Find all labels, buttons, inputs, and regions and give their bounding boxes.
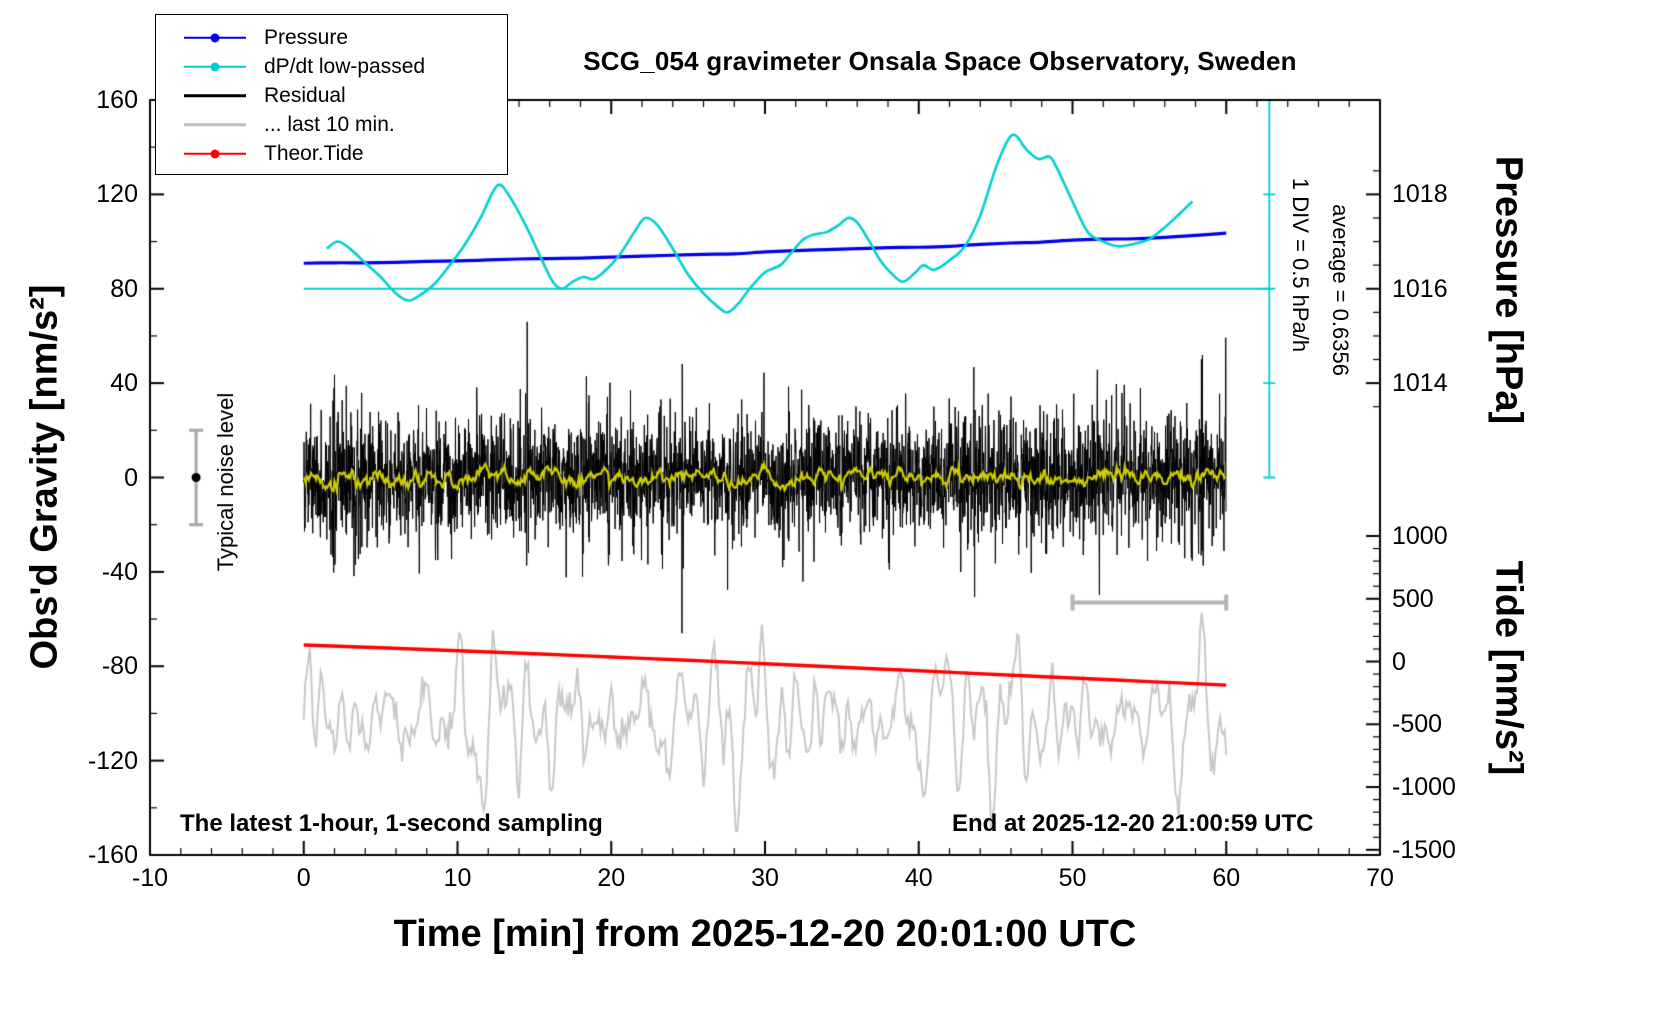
- legend-line-sample: [184, 86, 246, 106]
- annotation-average: average = 0.6356: [1328, 204, 1353, 376]
- gravity-tick-label: 80: [110, 274, 138, 303]
- pressure-tick-label: 1016: [1392, 274, 1448, 303]
- x-tick-label: 40: [904, 864, 933, 892]
- legend-item-label: ... last 10 min.: [264, 112, 395, 136]
- x-tick-label: -10: [131, 864, 169, 892]
- legend-item-last-10-min: ... last 10 min.: [184, 110, 507, 139]
- gravity-tick-label: 0: [124, 463, 138, 492]
- legend-line-sample: [184, 28, 246, 48]
- x-tick-label: 70: [1366, 864, 1394, 892]
- legend-dot: [210, 33, 220, 42]
- legend-item-label: Theor.Tide: [264, 141, 364, 165]
- pressure-tick-label: 1018: [1392, 180, 1448, 209]
- tide-tick-label: -1000: [1392, 773, 1456, 802]
- x-tick-label: 10: [443, 864, 472, 892]
- legend-item-residual: Residual: [184, 81, 507, 110]
- annotation-noise-level: Typical noise level: [213, 392, 238, 572]
- sampling-note: The latest 1-hour, 1-second sampling: [180, 810, 603, 837]
- x-tick-label: 20: [597, 864, 626, 892]
- tide-tick-label: -500: [1392, 710, 1443, 739]
- gravity-tick-label: 40: [110, 369, 138, 398]
- legend-item-label: Pressure: [264, 25, 349, 49]
- gravity-tick-label: -80: [101, 652, 138, 681]
- tide-tick-label: 1000: [1392, 522, 1448, 550]
- legend-item-dp-dt-low-passed: dP/dt low-passed: [184, 52, 507, 81]
- legend-item-pressure: Pressure: [184, 23, 507, 52]
- tide-tick-label: 0: [1392, 647, 1406, 676]
- tide-tick-label: 500: [1392, 584, 1434, 613]
- legend-item-label: Residual: [264, 83, 346, 107]
- x-tick-label: 60: [1212, 864, 1241, 892]
- x-tick-label: 50: [1058, 864, 1087, 892]
- end-time-note: End at 2025-12-20 21:00:59 UTC: [952, 810, 1314, 837]
- gravity-tick-label: -120: [87, 746, 138, 775]
- legend-line-sample: [184, 115, 246, 135]
- legend: Pressure dP/dt low-passed Residual ... last…: [155, 14, 508, 175]
- pressure-tick-label: 1014: [1392, 369, 1448, 398]
- gravity-tick-label: -40: [101, 557, 138, 586]
- legend-line-sample: [184, 144, 246, 164]
- legend-dot: [210, 149, 220, 158]
- legend-item-theor-tide: Theor.Tide: [184, 139, 507, 168]
- x-tick-label: 30: [751, 864, 779, 892]
- legend-item-label: dP/dt low-passed: [264, 54, 426, 78]
- x-axis-label-time: Time [min] from 2025-12-20 20:01:00 UTC: [393, 913, 1137, 955]
- gravity-tick-label: 120: [96, 180, 138, 209]
- tide-tick-label: -1500: [1392, 835, 1456, 864]
- legend-line-sample: [184, 57, 246, 77]
- x-tick-label: 0: [296, 864, 311, 892]
- gravity-tick-label: -160: [87, 841, 138, 869]
- gravity-tick-label: 160: [96, 86, 138, 114]
- annotation-div-scale: 1 DIV = 0.5 hPa/h: [1288, 177, 1313, 353]
- legend-dot: [210, 62, 220, 71]
- chart-title: SCG_054 gravimeter Onsala Space Observat…: [583, 46, 1297, 76]
